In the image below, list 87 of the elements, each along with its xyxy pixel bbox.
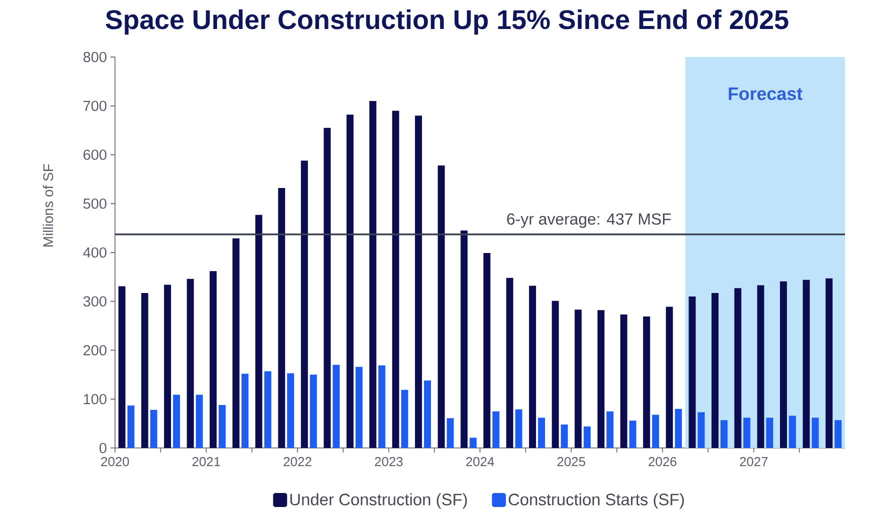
bar (470, 438, 477, 448)
bar (150, 410, 158, 448)
legend-label: Construction Starts (SF) (508, 493, 684, 509)
bar (218, 404, 226, 448)
bar (196, 394, 203, 448)
bar (606, 411, 614, 448)
bar (720, 420, 728, 448)
bar (332, 364, 340, 448)
bar (620, 314, 628, 448)
bar (529, 286, 536, 448)
x-tick-label: 2026 (648, 457, 676, 466)
bar (552, 300, 559, 448)
bar (538, 418, 546, 448)
bar (812, 418, 819, 448)
y-tick-label: 400 (83, 247, 106, 258)
y-tick-label: 100 (84, 394, 106, 404)
y-tick-label: 700 (84, 100, 106, 112)
bar (506, 278, 514, 448)
bar (324, 128, 331, 448)
bar (438, 165, 445, 448)
bar (629, 420, 636, 448)
bar (127, 405, 134, 448)
bar (597, 310, 604, 448)
bar (460, 230, 468, 448)
bar (584, 426, 591, 448)
bar (173, 394, 180, 448)
bar (164, 284, 172, 448)
bar (264, 371, 272, 448)
bar (757, 285, 764, 448)
bar (378, 365, 386, 448)
x-tick-label: 2020 (101, 457, 129, 466)
x-tick-label: 2021 (192, 457, 220, 466)
bar (141, 293, 148, 448)
legend-label: Under Construction (SF) (290, 493, 467, 509)
bar (788, 416, 796, 448)
bar (278, 188, 286, 448)
bar (712, 293, 719, 448)
bar (674, 408, 682, 448)
bar (560, 424, 568, 448)
bar (483, 252, 490, 448)
bar (652, 414, 660, 448)
y-tick-label: 500 (83, 198, 106, 209)
bar (834, 420, 842, 448)
x-tick-label: 2022 (284, 457, 312, 466)
y-tick-label: 200 (84, 345, 106, 356)
x-tick-label: 2024 (466, 457, 494, 466)
bar (232, 238, 240, 448)
bar (392, 110, 400, 448)
bar (734, 288, 742, 448)
x-tick-label: 2023 (374, 457, 403, 466)
bar (492, 411, 500, 448)
bar (310, 374, 317, 448)
bar (446, 418, 454, 448)
bar (698, 412, 705, 448)
bar (766, 418, 774, 448)
y-tick-label: 300 (83, 296, 106, 306)
ref-line-label: 6-yr average: 437 MSF (507, 213, 671, 228)
bar (369, 100, 376, 448)
bar (666, 306, 673, 448)
bar (401, 390, 408, 448)
bar (802, 280, 810, 448)
y-tick-label: 0 (100, 442, 106, 454)
bar (356, 366, 363, 448)
bar (743, 418, 750, 448)
bar (118, 286, 126, 448)
y-tick-label: 800 (83, 52, 106, 62)
y-tick-label: 600 (84, 150, 106, 160)
bar (241, 374, 248, 448)
x-tick-label: 2027 (740, 457, 768, 466)
chart-title: Space Under Construction Up 15% Since End of 2025 (106, 9, 788, 35)
bar (688, 296, 696, 448)
bar (287, 373, 294, 448)
bar (424, 380, 431, 448)
bar (643, 316, 650, 448)
bar (826, 278, 833, 448)
bar (255, 214, 262, 448)
bar (574, 310, 582, 448)
bar (300, 160, 308, 448)
y-axis-title: Millions of SF (42, 164, 54, 246)
bar (186, 278, 194, 448)
bar (210, 271, 217, 448)
bar (414, 116, 422, 448)
bar (346, 114, 354, 448)
bar (515, 409, 522, 448)
bar (780, 281, 787, 448)
band-label: Forecast (728, 88, 802, 100)
x-tick-label: 2025 (557, 457, 586, 466)
